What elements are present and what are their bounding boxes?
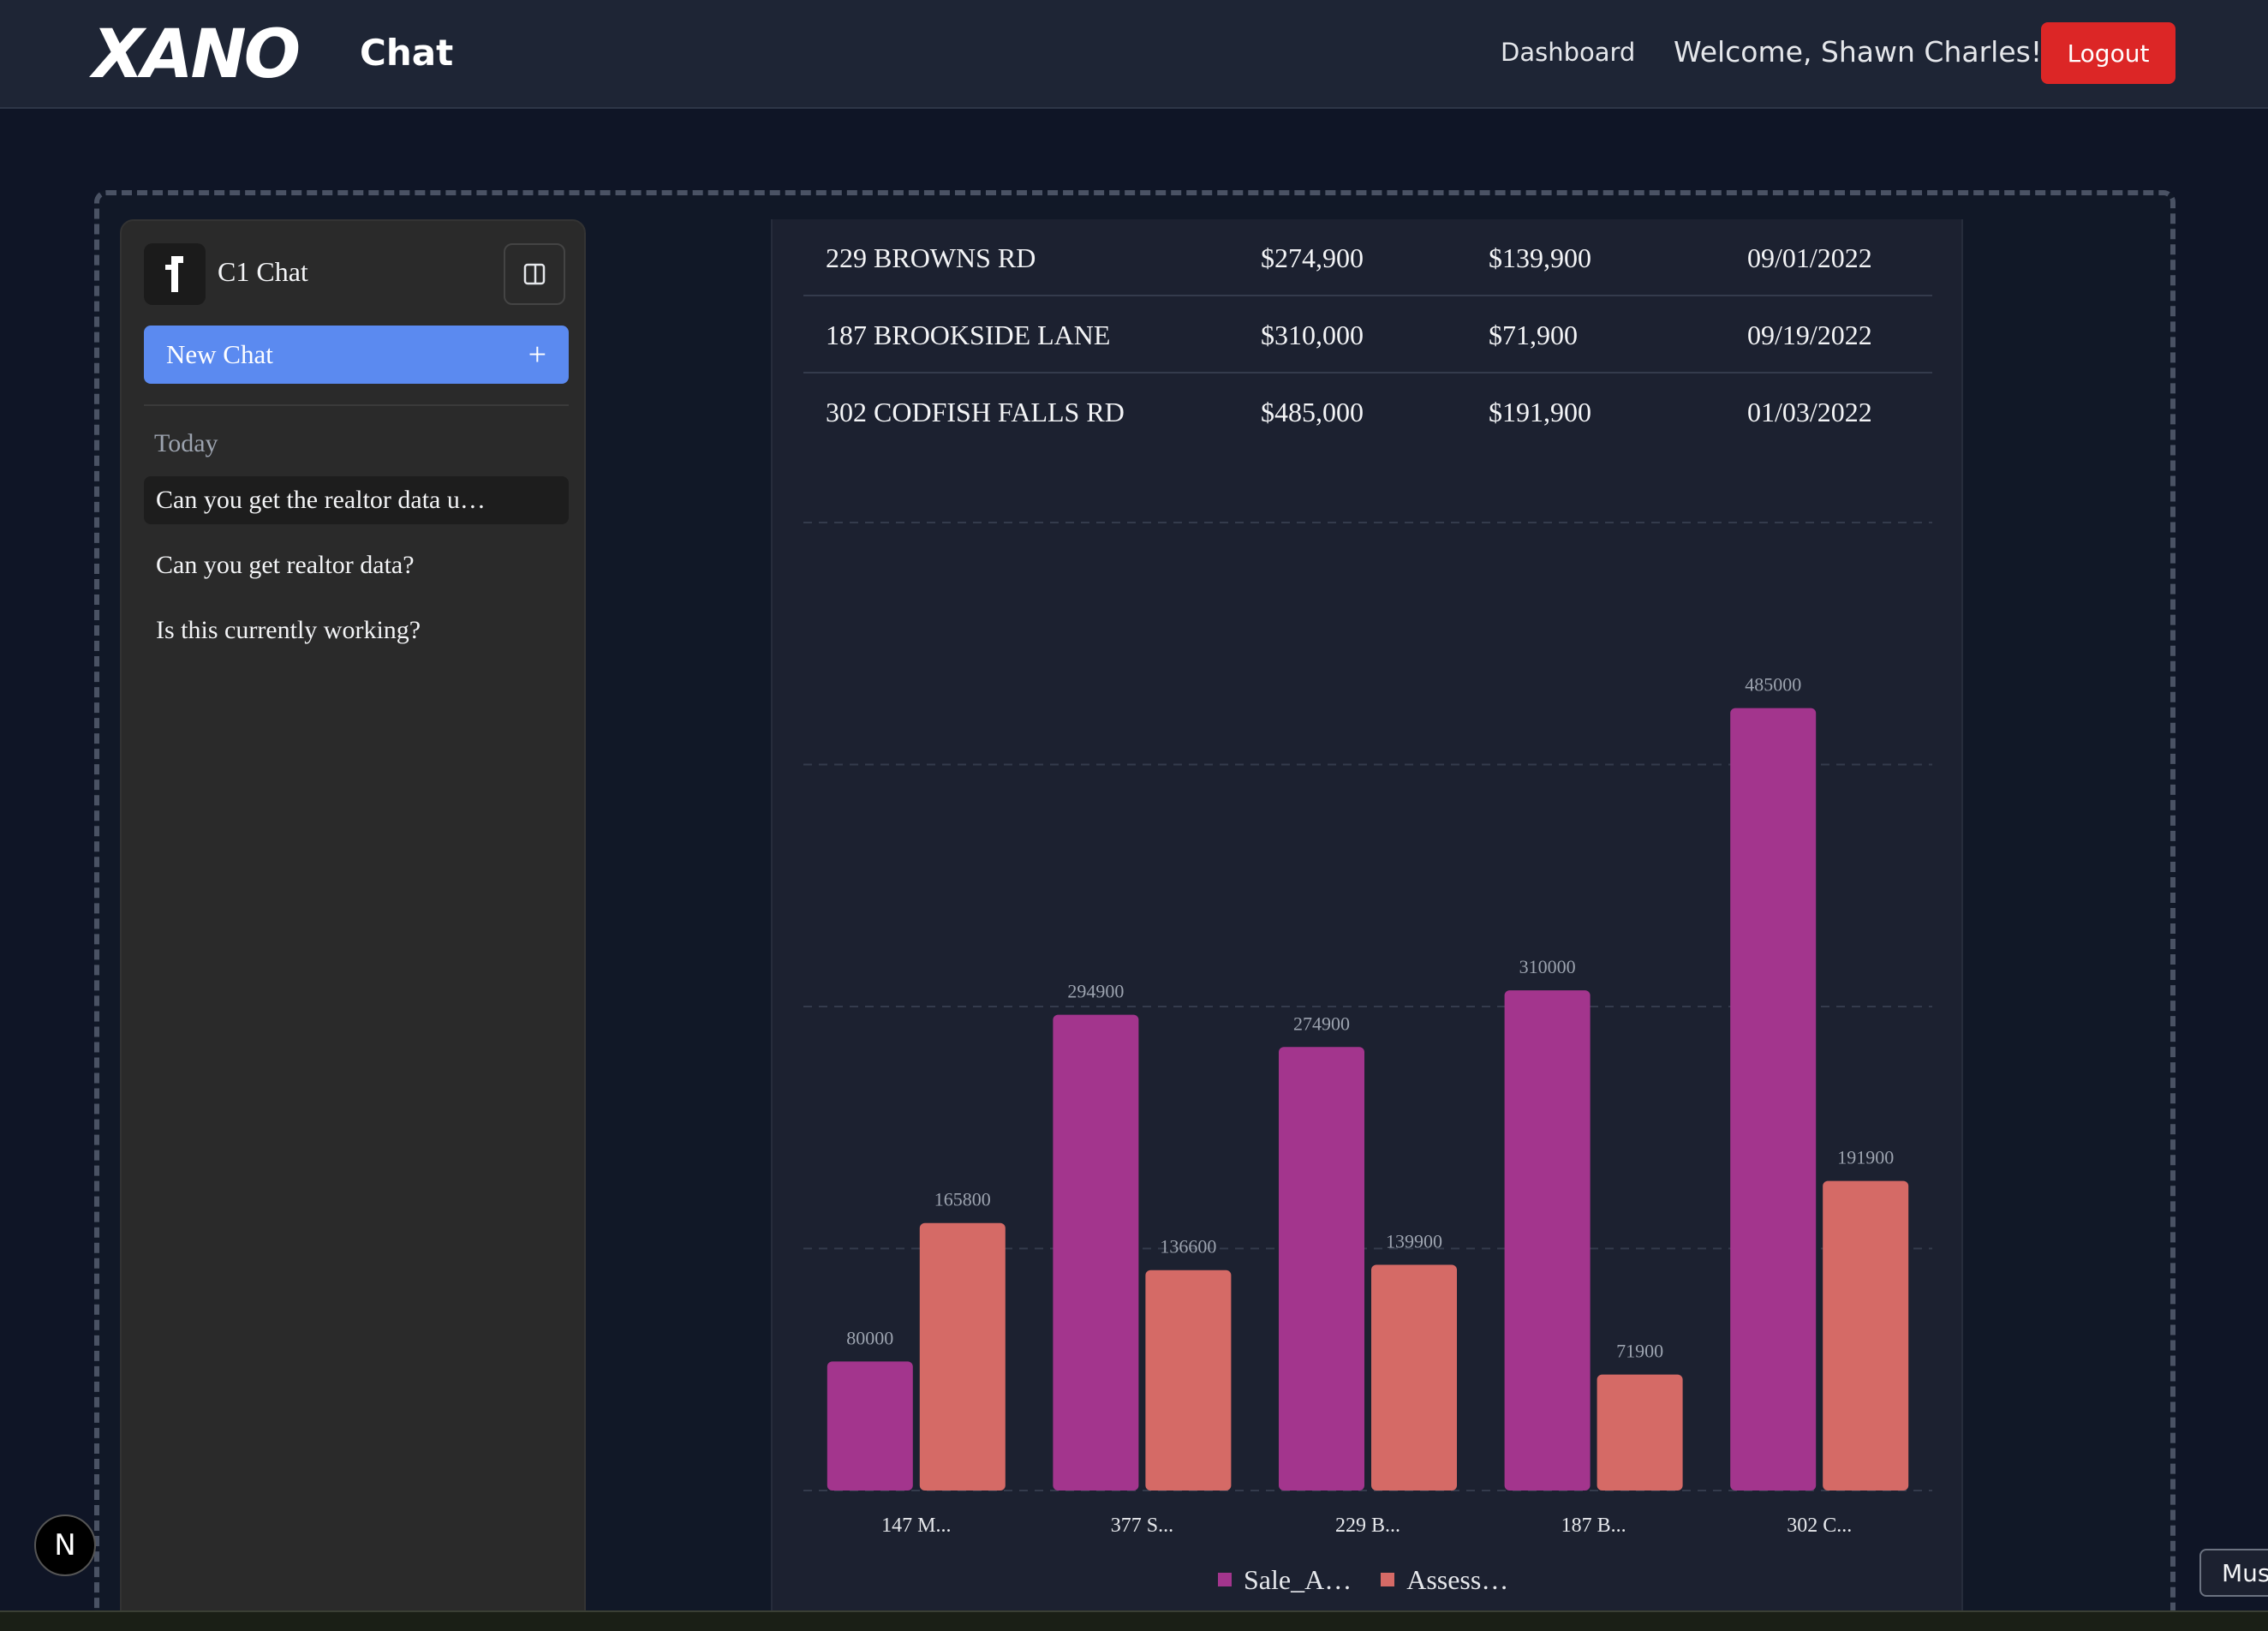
bar-assess [1145, 1270, 1232, 1491]
tooltip-chip: Mus [2199, 1549, 2268, 1597]
legend-item-sale[interactable]: Sale_A… [1218, 1564, 1352, 1596]
sidebar-toggle-icon[interactable] [504, 243, 565, 305]
c1-logo-icon [144, 243, 206, 305]
logo-subtitle: Chat [360, 32, 454, 74]
legend-item-assess[interactable]: Assess… [1381, 1564, 1508, 1596]
data-label: 485000 [1745, 674, 1801, 696]
legend-swatch-assess [1381, 1573, 1395, 1586]
xano-logo[interactable]: XANO [93, 16, 301, 93]
sale-amount-cell: $485,000 [1261, 396, 1364, 427]
sale-amount-cell: $274,900 [1261, 242, 1364, 273]
data-label: 165800 [934, 1189, 991, 1210]
x-tick-label: 377 S... [1111, 1514, 1173, 1537]
chat-history-label: Is this currently working? [156, 616, 421, 644]
data-label: 191900 [1837, 1147, 1894, 1168]
assessed-value-cell: $139,900 [1489, 242, 1591, 273]
x-tick-label: 187 B... [1561, 1514, 1626, 1537]
bar-sale [1730, 708, 1817, 1491]
dev-tools-badge[interactable]: N [34, 1514, 96, 1576]
date-cell: 09/01/2022 [1747, 242, 1872, 273]
data-label: 294900 [1067, 981, 1124, 1002]
table-row: 302 CODFISH FALLS RD $485,000 $191,900 0… [803, 373, 1932, 451]
chart-legend: Sale_A… Assess… [1218, 1562, 1508, 1597]
assessed-value-cell: $71,900 [1489, 319, 1578, 350]
sale-amount-cell: $310,000 [1261, 319, 1364, 350]
data-label: 139900 [1386, 1231, 1442, 1252]
sidebar-title: C1 Chat [218, 256, 308, 287]
date-cell: 01/03/2022 [1747, 396, 1872, 427]
legend-label-assess: Assess… [1406, 1563, 1509, 1595]
chat-history-item[interactable]: Is this currently working? [144, 606, 569, 654]
bar-sale [827, 1361, 913, 1491]
data-label: 71900 [1616, 1341, 1663, 1362]
assessed-value-cell: $191,900 [1489, 396, 1591, 427]
chat-sidebar: C1 Chat New Chat + Today Can you get the… [120, 219, 586, 1631]
x-tick-label: 147 M... [881, 1514, 951, 1537]
chat-history-label: Can you get realtor data? [156, 551, 415, 579]
bar-sale [1053, 1014, 1139, 1491]
data-label: 136600 [1160, 1236, 1216, 1258]
dashboard-link[interactable]: Dashboard [1501, 38, 1636, 67]
data-label: 310000 [1519, 956, 1576, 977]
plus-icon: + [528, 337, 546, 373]
address-cell: 302 CODFISH FALLS RD [826, 396, 1125, 427]
sidebar-divider [144, 404, 569, 406]
bottom-strip [0, 1610, 2268, 1631]
chat-history-item[interactable]: Can you get realtor data? [144, 541, 569, 589]
data-label: 274900 [1293, 1013, 1350, 1034]
chat-history-label: Can you get the realtor data u… [156, 486, 486, 514]
logout-button[interactable]: Logout [2041, 22, 2175, 84]
address-cell: 229 BROWNS RD [826, 242, 1036, 273]
top-nav-bar: XANO Chat Dashboard Welcome, Shawn Charl… [0, 0, 2268, 109]
welcome-text: Welcome, Shawn Charles! [1674, 35, 2043, 69]
x-tick-label: 229 B... [1335, 1514, 1400, 1537]
bar-assess [1371, 1264, 1457, 1491]
date-cell: 09/19/2022 [1747, 319, 1872, 350]
bar-assess [1597, 1374, 1683, 1491]
bar-chart: 80000 165800 147 M... 294900 136600 377 S... 2… [803, 522, 1932, 1537]
address-cell: 187 BROOKSIDE LANE [826, 319, 1111, 350]
bar-assess [919, 1222, 1006, 1491]
table-row: 187 BROOKSIDE LANE $310,000 $71,900 09/1… [803, 296, 1932, 373]
bar-assess [1823, 1180, 1909, 1491]
new-chat-label: New Chat [166, 339, 273, 369]
chat-history-item[interactable]: Can you get the realtor data u… [144, 476, 569, 524]
table-row: 229 BROWNS RD $274,900 $139,900 09/01/20… [803, 219, 1932, 296]
new-chat-button[interactable]: New Chat + [144, 326, 569, 384]
bar-sale [1504, 990, 1591, 1491]
data-label: 80000 [846, 1327, 893, 1348]
bar-sale [1279, 1047, 1364, 1491]
section-label-today: Today [154, 429, 218, 457]
legend-label-sale: Sale_A… [1244, 1563, 1352, 1595]
chat-main-panel: 229 BROWNS RD $274,900 $139,900 09/01/20… [771, 219, 1963, 1631]
x-tick-label: 302 C... [1787, 1514, 1852, 1537]
legend-swatch-sale [1218, 1573, 1232, 1586]
